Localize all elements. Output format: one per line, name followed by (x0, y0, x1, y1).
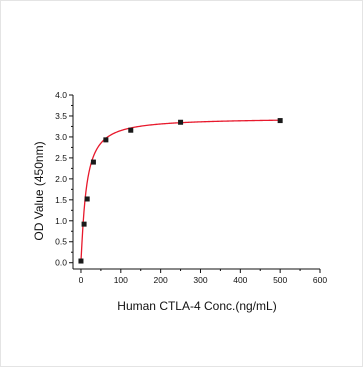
axes (72, 95, 320, 270)
fit-curve (80, 119, 281, 262)
x-tick-label: 300 (193, 275, 207, 285)
y-tick-label: 4.0 (55, 90, 67, 100)
data-point (78, 258, 84, 264)
data-points (78, 118, 283, 264)
data-point (103, 137, 109, 143)
x-tick-label: 600 (313, 275, 327, 285)
x-tick-label: 200 (154, 275, 168, 285)
y-tick-label: 0.5 (55, 237, 67, 247)
y-tick-label: 0.0 (55, 258, 67, 268)
y-tick-label: 2.0 (55, 174, 67, 184)
data-point (81, 221, 87, 227)
data-point (84, 196, 90, 202)
x-axis-label: Human CTLA-4 Conc.(ng/mL) (117, 299, 276, 313)
data-point (178, 119, 184, 125)
data-point (128, 127, 134, 133)
y-tick-label: 1.0 (55, 216, 67, 226)
x-tick-label: 0 (79, 275, 84, 285)
y-axis-label: OD Value (450nm) (32, 141, 46, 240)
y-tick-label: 2.5 (55, 153, 67, 163)
x-tick-label: 100 (114, 275, 128, 285)
y-tick-label: 3.0 (55, 132, 67, 142)
x-tick-label: 500 (273, 275, 287, 285)
x-tick-label: 400 (233, 275, 247, 285)
data-point (90, 159, 96, 165)
y-tick-label: 3.5 (55, 111, 67, 121)
ticks: 0 100 200 300 400 500 600 0.0 0.5 1.0 1.5 2.0 2.5 3.0… (55, 90, 327, 285)
y-tick-label: 1.5 (55, 195, 67, 205)
data-point (277, 118, 283, 124)
